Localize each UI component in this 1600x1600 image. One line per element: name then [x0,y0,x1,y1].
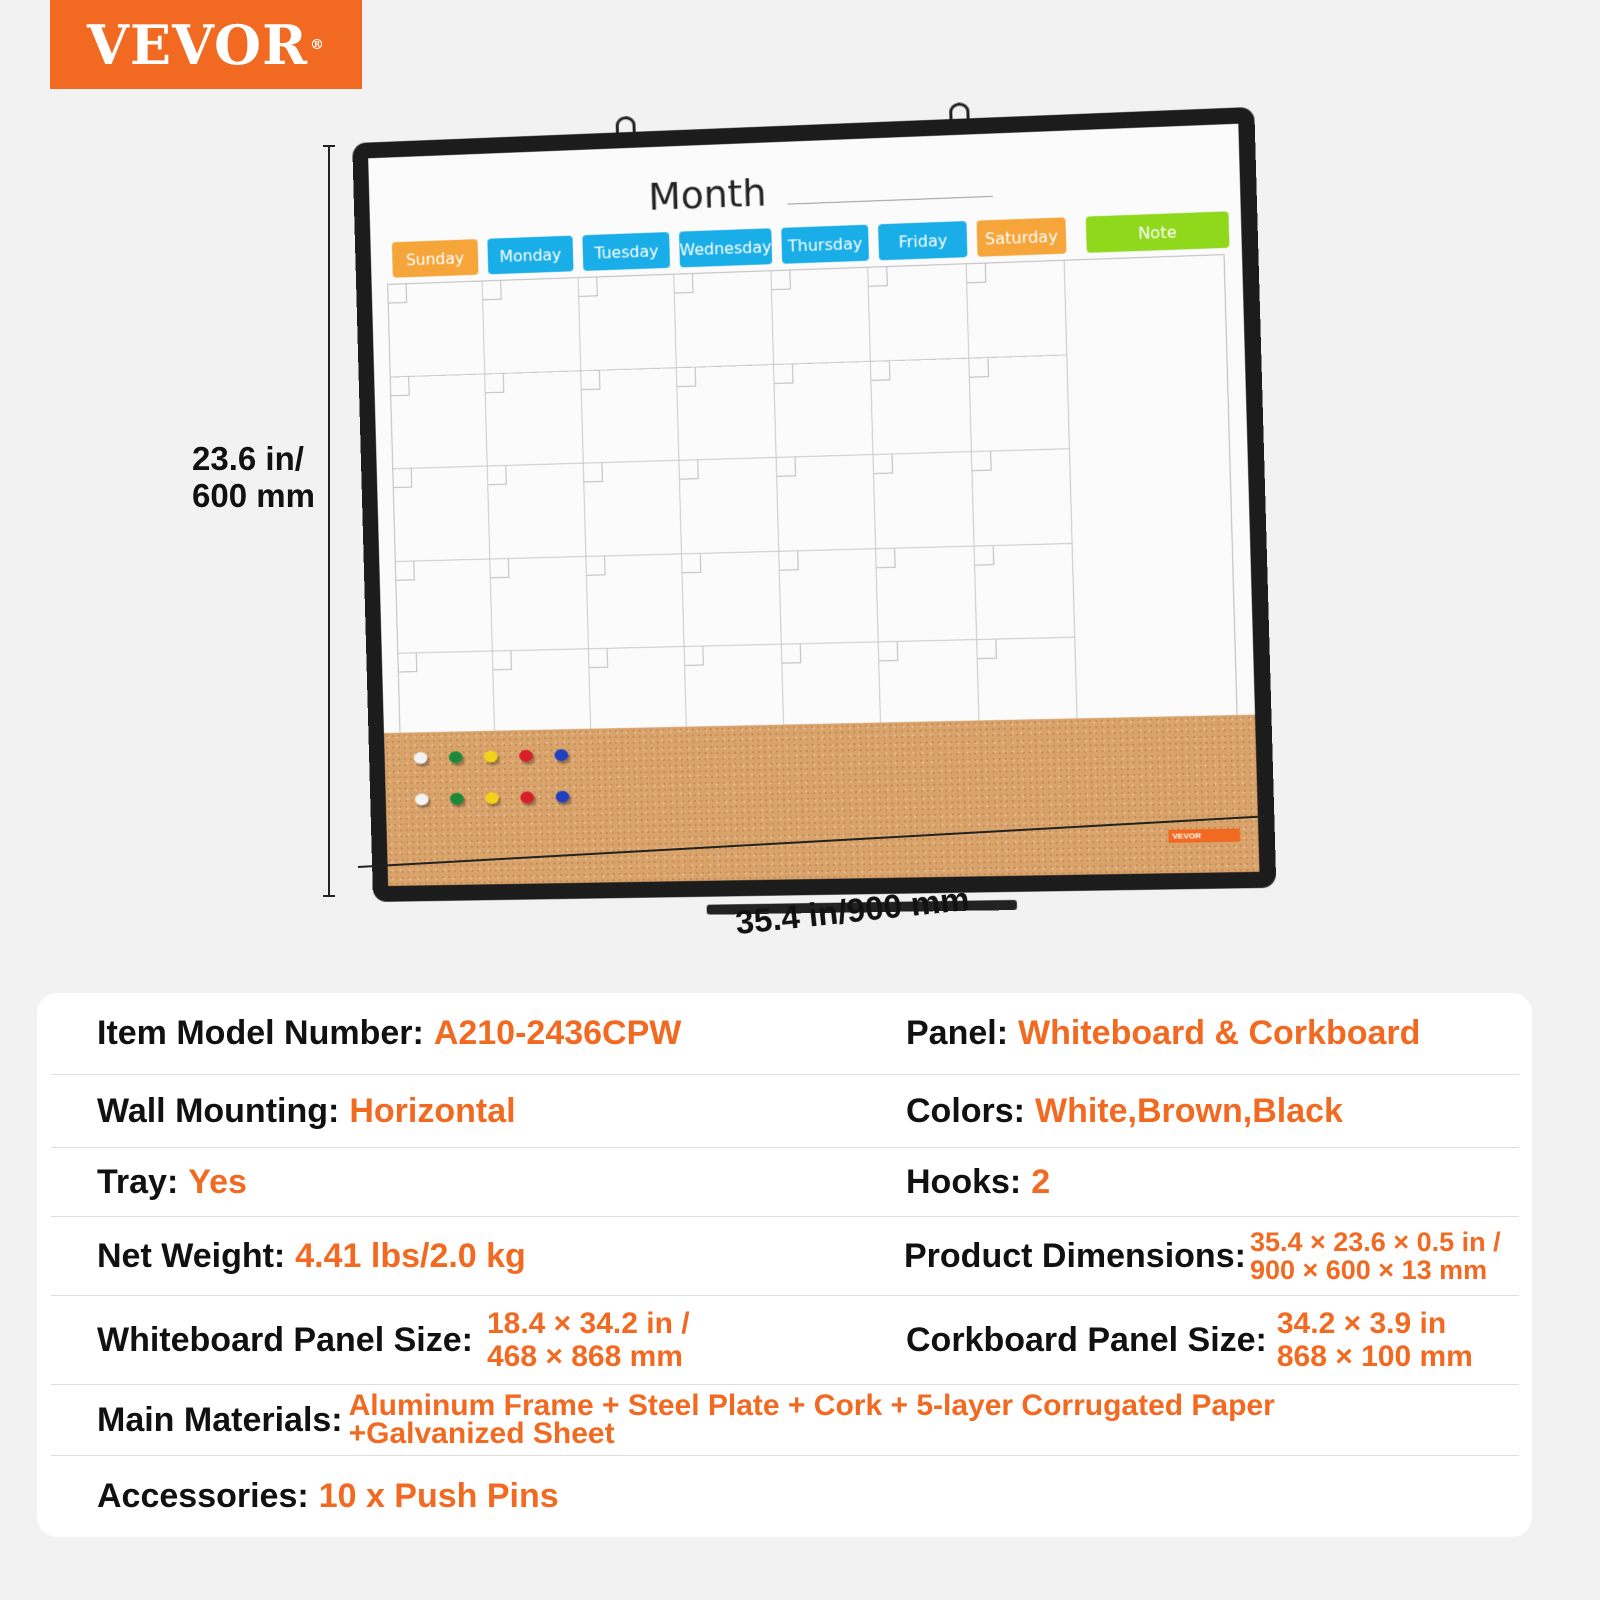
spec-value: A210-2436CPW [433,1014,682,1052]
board-frame: Month Sunday Monday Tuesday Wednesday Thursd… [352,106,1277,902]
calendar-cell [876,546,977,643]
height-mm: 600 mm [192,477,315,514]
calendar-cell [578,274,678,371]
calendar-cell [488,463,587,560]
calendar-cell [677,364,777,461]
day-header-friday: Friday [878,221,968,261]
calendar-cell [390,374,489,470]
spec-value: Yes [188,1162,247,1201]
push-pin-icon [413,751,428,765]
calendar-cell [868,264,969,362]
push-pin-icon [449,792,464,805]
spec-row: Wall Mounting: Horizontal Colors: White,Br… [51,1075,1519,1148]
day-header-wednesday: Wednesday [679,228,772,268]
calendar-cell [779,548,879,646]
height-inches: 23.6 in/ [192,440,304,477]
spec-value: Horizontal [349,1091,516,1130]
registered-mark: ® [309,36,325,53]
spec-row: Net Weight: 4.41 lbs/2.0 kg Product Dimen… [51,1217,1519,1296]
brand-tag: VEVOR [1168,828,1241,843]
calendar-cell [974,543,1076,641]
calendar-cell [581,367,680,464]
calendar-cell [971,449,1073,547]
push-pin-icon [555,790,570,803]
calendar-cell [771,267,872,365]
calendar-cell [968,355,1071,453]
push-pin-icon [448,751,463,764]
spec-key: Tray: [97,1162,179,1201]
corkboard-panel: VEVOR [383,714,1260,886]
spec-row: Tray: Yes Hooks: 2 [51,1148,1519,1217]
spec-row: Accessories: 10 x Push Pins [51,1456,1519,1537]
spec-key: Product Dimensions: [904,1236,1246,1275]
push-pin-icon [484,792,499,805]
push-pin-icon [483,750,498,763]
spec-row: Item Model Number: A210-2436CPW Panel: Whi… [51,993,1519,1075]
spec-key: Colors: [906,1091,1025,1130]
height-dimension-label: 23.6 in/600 mm [192,440,332,514]
spec-value: Aluminum Frame + Steel Plate + Cork + 5-… [348,1389,1275,1422]
calendar-cell [490,556,589,652]
spec-key: Whiteboard Panel Size: [97,1320,473,1359]
calendar-cell [674,271,774,368]
note-header: Note [1085,211,1230,253]
spec-card: Item Model Number: A210-2436CPW Panel: Whi… [37,993,1532,1537]
calendar-cell [773,361,874,459]
calendar-cell [873,452,975,549]
calendar-cell [586,554,685,650]
calendar-cell [393,466,491,562]
calendar-cell [966,260,1068,359]
day-header-tuesday: Tuesday [582,232,671,271]
spec-row: Whiteboard Panel Size: 18.4 × 34.2 in /46… [51,1296,1519,1385]
push-pin-icon [519,749,534,762]
month-line [787,195,994,205]
spec-key: Main Materials: [97,1400,343,1439]
spec-key: Panel: [906,1014,1009,1052]
push-pin-icon [414,793,429,806]
spec-value: Whiteboard & Corkboard [1018,1014,1421,1052]
spec-value: 4.41 lbs/2.0 kg [295,1236,526,1275]
whiteboard-panel: Month Sunday Monday Tuesday Wednesday Thursd… [368,123,1260,886]
spec-value: 34.2 × 3.9 in [1276,1307,1447,1340]
spec-value: 35.4 × 23.6 × 0.5 in / [1249,1227,1501,1257]
note-area [1065,255,1237,732]
calendar-cell [483,278,582,375]
calendar-cell [388,281,486,378]
push-pin-icon [520,791,535,804]
calendar-cell [679,458,780,555]
calendar-cell [583,460,683,557]
calendar-cell [871,358,972,456]
push-pin-icon [554,749,569,762]
height-dimension-line [323,145,335,897]
calendar-cell [485,370,584,467]
vevor-logo: VEVOR ® [50,0,362,89]
day-header-monday: Monday [486,235,574,275]
spec-key: Accessories: [97,1477,309,1515]
spec-row: Main Materials: Aluminum Frame + Steel Pl… [51,1385,1519,1456]
calendar-cell [395,559,494,655]
day-header-thursday: Thursday [780,224,870,264]
spec-key: Corkboard Panel Size: [906,1320,1267,1359]
spec-value: 900 × 600 × 13 mm [1249,1255,1488,1285]
board-image: Month Sunday Monday Tuesday Wednesday Thursd… [352,102,1277,915]
spec-value: White,Brown,Black [1035,1091,1343,1130]
spec-value: 10 x Push Pins [318,1477,559,1515]
spec-value: 868 × 100 mm [1276,1340,1473,1373]
day-header-saturday: Saturday [976,217,1067,257]
push-pins [413,749,592,806]
spec-key: Net Weight: [97,1236,286,1275]
calendar-cell [776,455,877,552]
spec-key: Hooks: [906,1162,1022,1201]
spec-value: 18.4 × 34.2 in / [486,1307,690,1340]
spec-key: Item Model Number: [97,1014,424,1052]
spec-value: 468 × 868 mm [486,1340,683,1373]
logo-text: VEVOR [87,12,308,77]
spec-value: +Galvanized Sheet [348,1417,615,1450]
month-title: Month [647,170,767,219]
calendar-cell [682,551,782,648]
spec-key: Wall Mounting: [97,1091,340,1130]
day-header-sunday: Sunday [391,239,479,278]
calendar-grid [387,254,1239,748]
spec-value: 2 [1031,1162,1051,1201]
